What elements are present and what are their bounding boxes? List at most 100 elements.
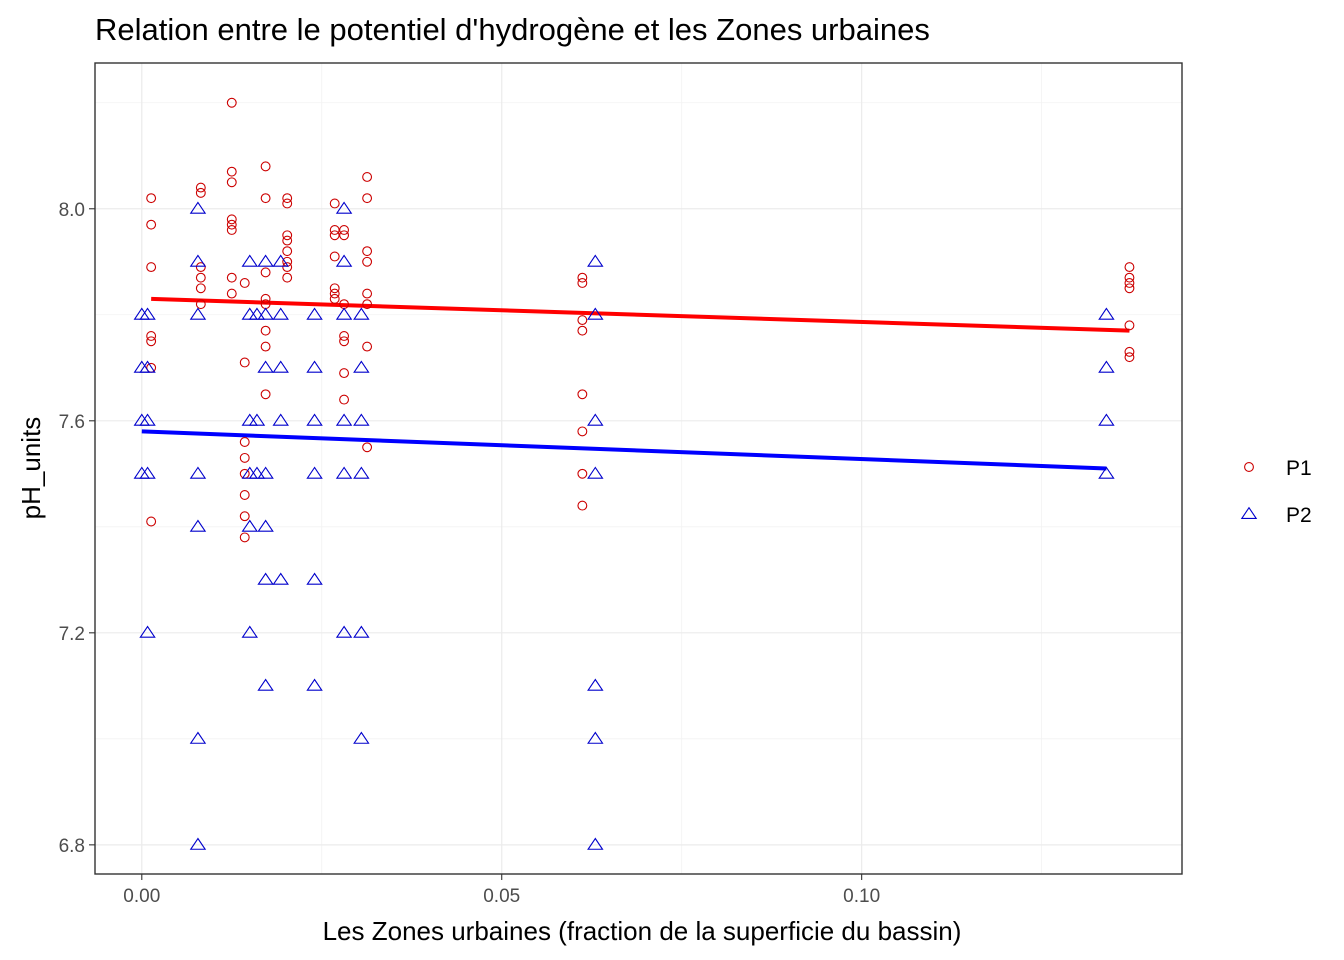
point-p1 (226, 97, 237, 108)
y-axis: 6.8 7.2 7.6 8.0 (59, 200, 95, 857)
point-p1 (239, 357, 250, 368)
point-p1 (362, 299, 373, 310)
point-p1 (195, 283, 206, 294)
point-p1 (1124, 346, 1135, 357)
point-p2 (306, 678, 323, 691)
point-p2 (189, 254, 207, 267)
point-p1 (195, 182, 206, 193)
point-p2 (353, 466, 370, 479)
point-p1 (339, 331, 350, 341)
point-p1 (1124, 262, 1135, 273)
point-p1 (260, 389, 271, 400)
x-tick-label: 0.10 (843, 886, 880, 907)
point-p1 (226, 177, 237, 188)
point-p2 (306, 466, 323, 479)
point-p1 (226, 288, 237, 299)
point-p1 (239, 437, 250, 447)
point-p1 (362, 246, 373, 257)
point-p2 (306, 572, 323, 585)
point-p1 (1124, 272, 1135, 283)
point-p2 (306, 413, 323, 426)
x-tick-label: 0.00 (123, 886, 160, 907)
x-axis: 0.00 0.05 0.10 (123, 874, 880, 907)
point-p2 (272, 307, 289, 320)
point-p2 (257, 519, 274, 532)
point-p2 (335, 201, 353, 214)
point-p1 (282, 272, 293, 283)
point-p2 (189, 837, 207, 850)
legend-marker-p2 (1240, 506, 1258, 519)
y-tick-label: 6.8 (59, 836, 85, 857)
trend-lines (141, 296, 1130, 471)
point-p2 (241, 413, 259, 426)
point-p2 (353, 307, 370, 320)
point-p1 (282, 193, 293, 204)
point-p1 (195, 272, 206, 283)
point-p2 (139, 307, 156, 320)
point-p1 (362, 193, 373, 204)
y-tick-label: 7.6 (59, 412, 85, 433)
point-p1 (362, 288, 373, 299)
legend-key-p1 (1244, 462, 1254, 472)
point-p1 (226, 214, 237, 225)
point-p1 (239, 452, 250, 463)
point-p2 (353, 413, 370, 426)
point-p1 (362, 172, 373, 182)
point-p1 (577, 272, 588, 283)
point-p1 (339, 225, 350, 235)
y-axis-title: pH_units (16, 417, 46, 520)
point-p1 (282, 198, 293, 209)
point-p2 (1098, 413, 1115, 426)
point-p2 (248, 466, 266, 479)
point-p1 (282, 235, 293, 246)
panel-border (94, 62, 1183, 875)
point-p1 (195, 262, 206, 273)
point-p2 (241, 625, 259, 638)
point-p2 (353, 360, 370, 373)
point-p1 (329, 198, 340, 209)
point-p1 (260, 341, 271, 352)
point-p2 (335, 466, 353, 479)
point-p1 (239, 490, 250, 500)
point-p1 (146, 331, 157, 341)
point-p1 (577, 500, 588, 511)
x-tick-label: 0.05 (483, 886, 520, 907)
point-p2 (257, 572, 274, 585)
point-p2 (335, 625, 353, 638)
point-p1 (195, 187, 206, 198)
point-p2 (335, 307, 353, 320)
point-p2 (587, 731, 604, 744)
point-p1 (260, 267, 271, 278)
point-p1 (577, 389, 588, 400)
point-p2 (139, 625, 156, 638)
legend-key-p2 (1240, 506, 1258, 519)
point-p1 (577, 468, 588, 479)
point-p2 (139, 466, 156, 479)
point-p1 (260, 293, 271, 304)
point-p2 (257, 254, 274, 267)
point-p1 (260, 193, 271, 204)
point-p1 (260, 161, 271, 172)
point-p2 (587, 413, 604, 426)
point-p2 (587, 254, 604, 267)
point-p1 (362, 341, 373, 352)
point-p1 (1124, 320, 1135, 331)
point-p2 (272, 360, 289, 373)
legend: P1 P2 (1240, 457, 1312, 527)
point-p2 (272, 413, 289, 426)
legend-label-p1: P1 (1286, 457, 1312, 480)
y-tick-label: 8.0 (59, 200, 85, 221)
point-p1 (1124, 352, 1135, 363)
point-p2 (257, 466, 274, 479)
point-p2 (189, 307, 207, 320)
point-p1 (226, 272, 237, 283)
point-p2 (1098, 466, 1115, 479)
point-p1 (362, 442, 373, 453)
trend-line-p1 (151, 296, 1130, 333)
point-p1 (146, 193, 157, 204)
point-p1 (577, 278, 588, 288)
point-p2 (272, 254, 289, 267)
plot-panel (94, 62, 1183, 875)
point-p1 (339, 336, 350, 347)
